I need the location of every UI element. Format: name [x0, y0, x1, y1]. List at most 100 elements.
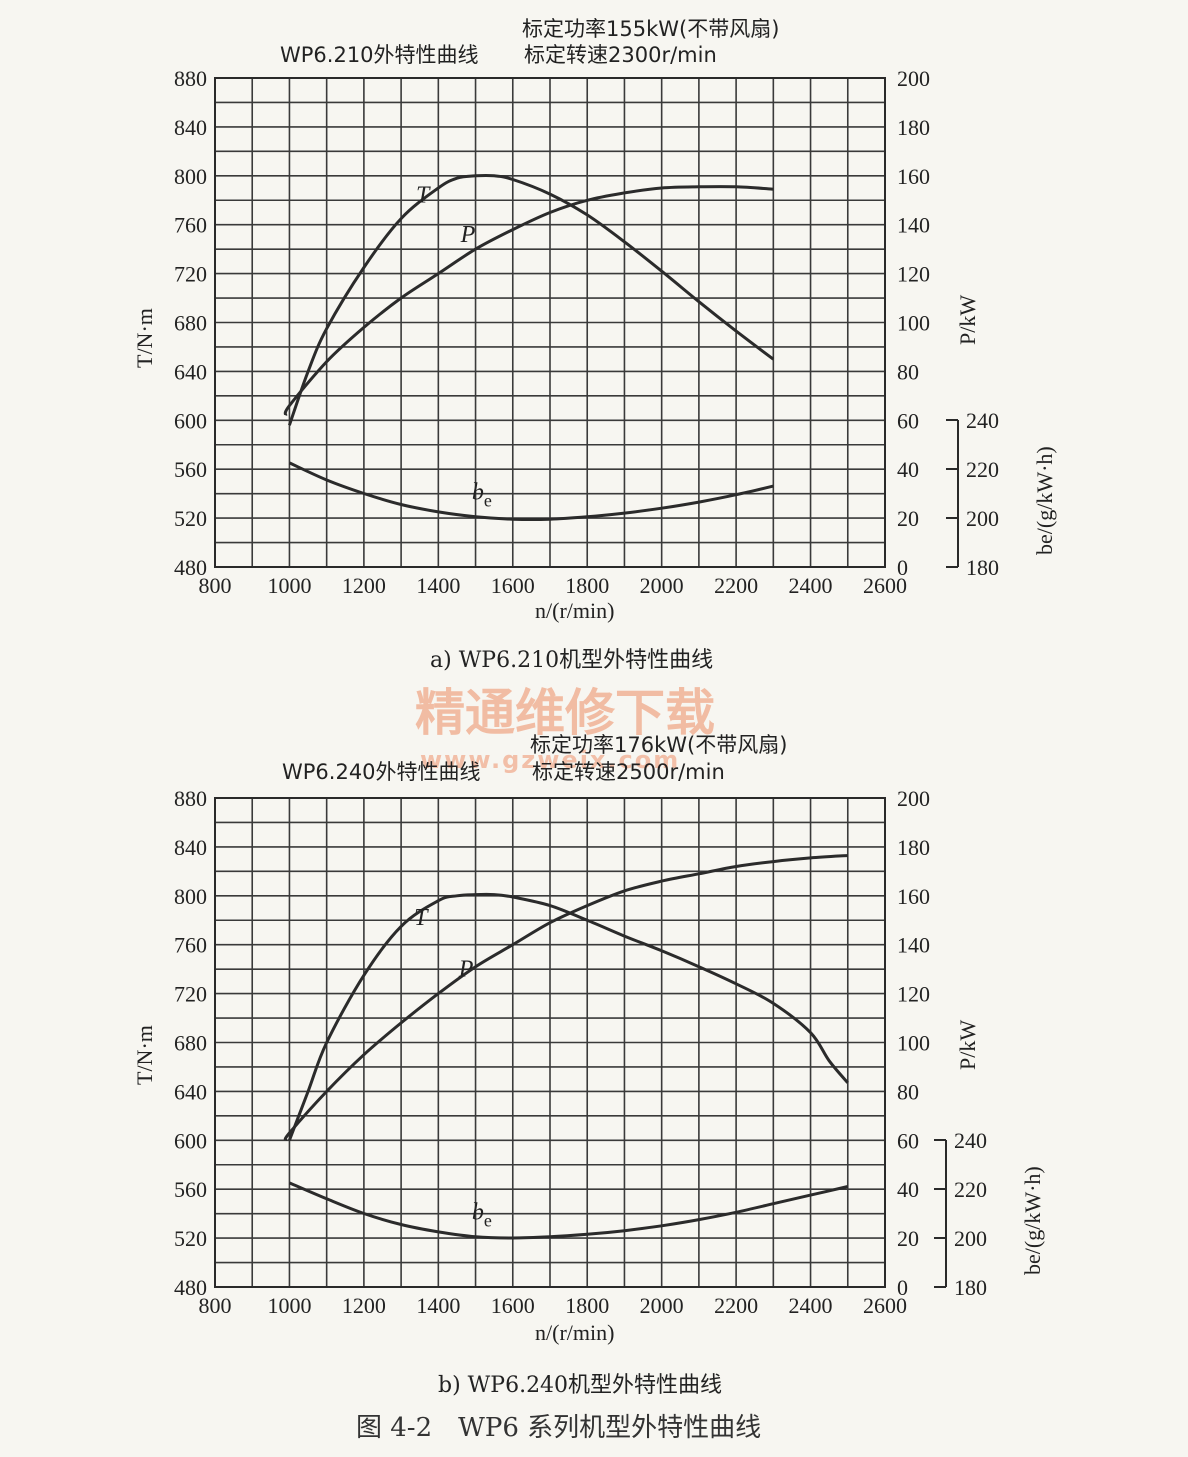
chart-a-rated-power: 标定功率155kW(不带风扇): [522, 17, 779, 41]
chart-a-torque-tick-label: 880: [174, 66, 207, 91]
chart-b-torque-tick-label: 480: [174, 1275, 207, 1300]
figure-caption: 图 4-2 WP6 系列机型外特性曲线: [356, 1413, 761, 1443]
chart-a-be-tick-label: 220: [966, 457, 999, 482]
chart-b-caption: b) WP6.240机型外特性曲线: [438, 1373, 722, 1398]
watermark-url: www.gzweix.com: [420, 746, 680, 774]
chart-b-x-tick-label: 1000: [267, 1293, 311, 1318]
chart-b-series-be-line: [288, 1181, 849, 1240]
chart-a-power-tick-label: 60: [897, 408, 919, 433]
chart-a-torque-tick-label: 560: [174, 457, 207, 482]
chart-a-title: WP6.210外特性曲线: [280, 43, 479, 67]
chart-b-series-p-label: P: [458, 956, 474, 982]
chart-a-x-tick-label: 1800: [565, 573, 609, 598]
chart-a-grid: [214, 77, 886, 568]
chart-a-series-be-label: be: [472, 480, 492, 511]
chart-a-x-tick-label: 2200: [714, 573, 758, 598]
chart-b-power-tick-label: 0: [897, 1275, 908, 1300]
chart-a-curves: T Pbe: [283, 173, 775, 521]
chart-b-rated-speed: 标定转速2500r/min: [532, 760, 725, 784]
chart-a-x-tick-label: 2400: [789, 573, 833, 598]
chart-a-torque-tick-label: 760: [174, 213, 207, 238]
chart-b-torque-tick-label: 720: [174, 982, 207, 1007]
chart-a-x-tick-label: 1600: [491, 573, 535, 598]
chart-b-x-tick-label: 1400: [416, 1293, 460, 1318]
chart-b-be-tick-label: 200: [954, 1226, 987, 1251]
chart-b-torque-tick-label: 520: [174, 1226, 207, 1251]
chart-b-power-tick-label: 40: [897, 1177, 919, 1202]
chart-b-x-tick-label: 2000: [640, 1293, 684, 1318]
chart-a-x-tick-label: 1200: [342, 573, 386, 598]
chart-a-x-axis-label: n/(r/min): [535, 598, 614, 623]
chart-b-rated-power: 标定功率176kW(不带风扇): [530, 733, 787, 757]
chart-a-power-tick-label: 20: [897, 506, 919, 531]
chart-b-torque-tick-label: 600: [174, 1128, 207, 1153]
chart-b-x-tick-label: 800: [199, 1293, 232, 1318]
chart-b-torque-tick-label: 680: [174, 1031, 207, 1056]
chart-b-series-t-label: T: [414, 905, 429, 931]
chart-b-x-tick-label: 1800: [565, 1293, 609, 1318]
chart-a-torque-tick-label: 600: [174, 408, 207, 433]
chart-b-be-tick-label: 220: [954, 1177, 987, 1202]
chart-a-x-tick-label: 1400: [416, 573, 460, 598]
chart-b-power-tick-label: 200: [897, 786, 930, 811]
chart-a-series-t-line: [287, 173, 775, 426]
chart-a-power-tick-label: 80: [897, 359, 919, 384]
chart-a-power-tick-label: 100: [897, 311, 930, 336]
chart-b-title: WP6.240外特性曲线: [282, 760, 481, 784]
chart-b-power-tick-label: 20: [897, 1226, 919, 1251]
chart-b-series-p-line: [283, 854, 848, 1142]
chart-a-torque-tick-label: 640: [174, 359, 207, 384]
chart-a-caption: a) WP6.210机型外特性曲线: [430, 648, 713, 673]
chart-a-torque-tick-label: 480: [174, 555, 207, 580]
chart-a-torque-tick-label: 800: [174, 164, 207, 189]
chart-a-series-p-label: P: [460, 222, 476, 248]
chart-b-torque-tick-label: 560: [174, 1177, 207, 1202]
chart-a-series-p-line: [283, 185, 774, 416]
chart-b-be-axis-label: be/(g/kW·h): [1020, 1166, 1045, 1275]
chart-a-power-tick-label: 180: [897, 115, 930, 140]
chart-b-torque-tick-label: 640: [174, 1079, 207, 1104]
chart-a-x-tick-label: 2000: [640, 573, 684, 598]
chart-b-power-tick-label: 120: [897, 982, 930, 1007]
chart-a-x-tick-label: 800: [199, 573, 232, 598]
chart-a-power-tick-label: 140: [897, 213, 930, 238]
chart-b-power-tick-label: 180: [897, 835, 930, 860]
chart-b-power-tick-label: 160: [897, 884, 930, 909]
chart-b-power-tick-label: 100: [897, 1031, 930, 1056]
chart-b-x-axis-label: n/(r/min): [535, 1320, 614, 1345]
chart-a-power-tick-label: 200: [897, 66, 930, 91]
chart-b-power-tick-label: 80: [897, 1079, 919, 1104]
chart-a-series-be-line: [288, 461, 774, 521]
chart-a-power-tick-label: 160: [897, 164, 930, 189]
chart-b-torque-tick-label: 880: [174, 786, 207, 811]
chart-a-rated-speed: 标定转速2300r/min: [524, 43, 717, 67]
chart-b-power-tick-label: 140: [897, 933, 930, 958]
chart-b-curves: T Pbe: [283, 854, 849, 1240]
chart-b-x-tick-label: 2400: [789, 1293, 833, 1318]
chart-a-power-tick-label: 120: [897, 262, 930, 287]
chart-b-be-tick-label: 240: [954, 1128, 987, 1153]
chart-a-power-tick-label: 0: [897, 555, 908, 580]
chart-a-be-tick-label: 200: [966, 506, 999, 531]
chart-b-plot-frame: [214, 797, 886, 1288]
watermark-title: 精通维修下载: [415, 684, 715, 742]
chart-b-series-t-line: [287, 892, 849, 1141]
chart-wp6-210: 标定功率155kW(不带风扇) WP6.210外特性曲线 标定转速2300r/m…: [132, 17, 1057, 673]
chart-a-power-axis-label: P/kW: [955, 295, 980, 345]
chart-wp6-240: 标定功率176kW(不带风扇) WP6.240外特性曲线 标定转速2500r/m…: [132, 733, 1045, 1398]
chart-a-plot-frame: [214, 77, 886, 568]
chart-a-be-tick-label: 180: [966, 555, 999, 580]
chart-b-torque-tick-label: 840: [174, 835, 207, 860]
chart-b-be-tick-label: 180: [954, 1275, 987, 1300]
chart-a-x-tick-label: 1000: [267, 573, 311, 598]
chart-b-power-axis-label: P/kW: [955, 1020, 980, 1070]
chart-a-be-axis-label: be/(g/kW·h): [1032, 446, 1057, 555]
chart-b-grid: [214, 797, 886, 1288]
chart-a-torque-tick-label: 520: [174, 506, 207, 531]
chart-a-x-tick-label: 2600: [863, 573, 907, 598]
chart-b-x-tick-label: 2600: [863, 1293, 907, 1318]
chart-b-x-tick-label: 1200: [342, 1293, 386, 1318]
chart-b-torque-tick-label: 800: [174, 884, 207, 909]
chart-b-power-tick-label: 60: [897, 1128, 919, 1153]
chart-a-ticks: 800 1000 1200 1400 1600 1800 2000 2200 2400 26004…: [174, 66, 999, 598]
